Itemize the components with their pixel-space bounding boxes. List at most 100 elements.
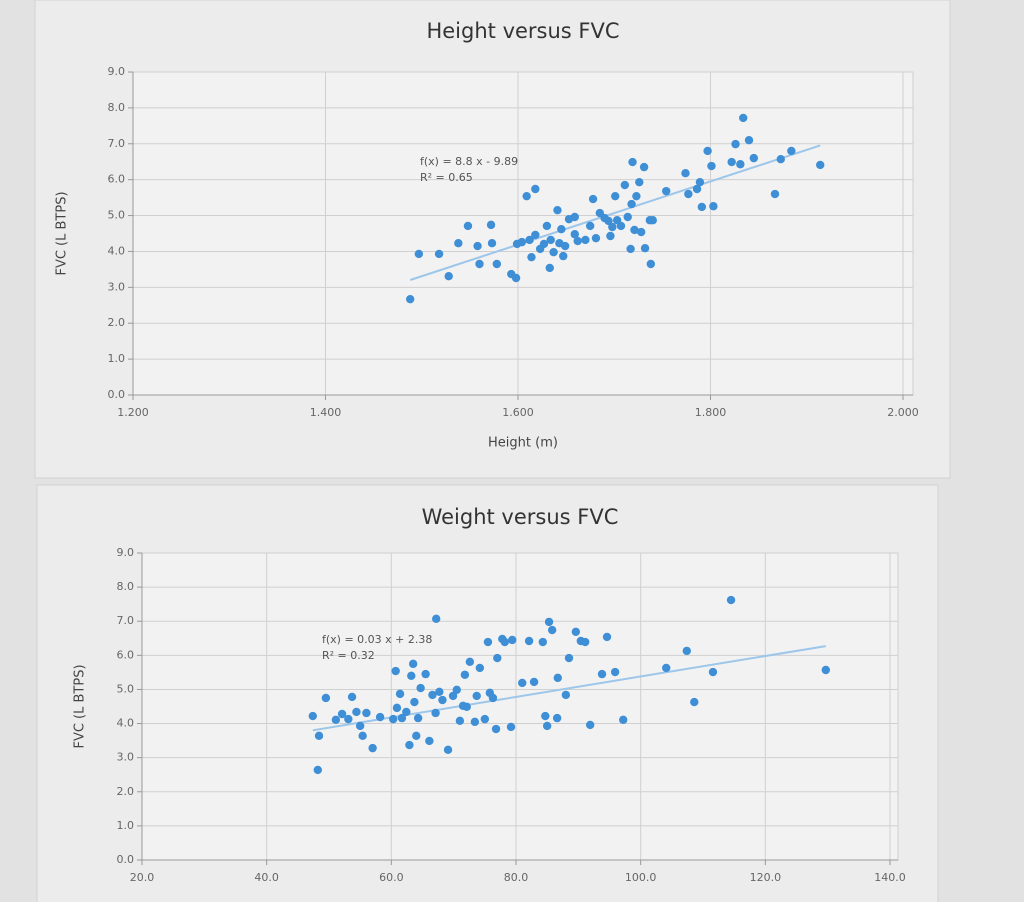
data-point bbox=[425, 736, 434, 746]
data-point bbox=[749, 153, 759, 163]
data-point bbox=[692, 184, 702, 194]
y-tick-label: 4.0 bbox=[117, 717, 135, 730]
plot-area bbox=[141, 552, 899, 861]
data-point bbox=[355, 721, 365, 731]
data-point bbox=[580, 637, 590, 647]
data-point bbox=[620, 180, 630, 190]
trendline-equation: R² = 0.32 bbox=[322, 649, 375, 662]
trendline-equation: R² = 0.65 bbox=[420, 171, 473, 184]
data-point bbox=[392, 703, 402, 713]
y-tick-label: 9.0 bbox=[117, 546, 135, 559]
data-point bbox=[585, 221, 595, 231]
data-point bbox=[428, 690, 437, 700]
data-point bbox=[608, 222, 617, 232]
y-tick-label: 0.0 bbox=[108, 388, 126, 401]
data-point bbox=[544, 617, 554, 627]
y-tick-label: 1.0 bbox=[108, 352, 126, 365]
data-point bbox=[623, 212, 632, 222]
data-point bbox=[591, 233, 601, 243]
y-tick-label: 5.0 bbox=[117, 682, 135, 695]
data-point bbox=[529, 677, 539, 687]
data-point bbox=[552, 713, 562, 723]
data-point bbox=[508, 635, 517, 645]
data-point bbox=[413, 713, 423, 723]
data-point bbox=[455, 716, 465, 726]
data-point bbox=[726, 595, 736, 605]
data-point bbox=[412, 731, 421, 741]
data-point bbox=[352, 707, 361, 717]
y-tick-label: 6.0 bbox=[117, 648, 135, 661]
data-point bbox=[682, 646, 691, 656]
data-point bbox=[362, 708, 371, 718]
y-axis-title: FVC (L BTPS) bbox=[55, 191, 70, 275]
data-point bbox=[708, 667, 718, 677]
data-point bbox=[408, 659, 418, 669]
data-point bbox=[462, 702, 471, 712]
data-point bbox=[444, 272, 453, 281]
data-point bbox=[816, 160, 825, 170]
data-point bbox=[602, 632, 612, 642]
data-point bbox=[559, 251, 568, 261]
data-point bbox=[606, 231, 615, 241]
x-tick-label: 20.0 bbox=[130, 871, 155, 884]
data-point bbox=[452, 685, 461, 694]
data-point bbox=[776, 155, 785, 164]
data-point bbox=[492, 259, 502, 269]
x-tick-label: 140.0 bbox=[874, 871, 906, 884]
data-point bbox=[648, 216, 657, 225]
data-point bbox=[681, 169, 690, 178]
data-point bbox=[697, 202, 707, 212]
data-point bbox=[416, 683, 425, 693]
data-point bbox=[321, 693, 331, 703]
data-point bbox=[727, 157, 736, 167]
data-point bbox=[739, 113, 748, 123]
data-point bbox=[597, 669, 607, 679]
data-point bbox=[695, 177, 705, 187]
data-point bbox=[570, 230, 579, 239]
data-point bbox=[491, 724, 501, 734]
y-tick-label: 4.0 bbox=[108, 244, 126, 257]
data-point bbox=[511, 273, 521, 283]
data-point bbox=[308, 711, 317, 721]
data-point bbox=[407, 671, 416, 680]
data-point bbox=[402, 707, 411, 717]
data-point bbox=[389, 714, 398, 724]
data-point bbox=[639, 162, 649, 172]
data-point bbox=[486, 220, 496, 230]
data-point bbox=[470, 717, 480, 727]
data-point bbox=[588, 194, 598, 204]
y-tick-label: 3.0 bbox=[117, 751, 135, 764]
data-point bbox=[443, 745, 453, 755]
data-point bbox=[539, 239, 549, 249]
data-point bbox=[517, 237, 527, 247]
chart-title: Weight versus FVC bbox=[422, 505, 619, 529]
y-tick-label: 9.0 bbox=[108, 65, 126, 78]
data-point bbox=[480, 714, 490, 724]
data-point bbox=[314, 731, 324, 741]
data-point bbox=[483, 637, 493, 647]
data-point bbox=[524, 636, 534, 646]
data-point bbox=[542, 221, 552, 231]
data-point bbox=[395, 689, 405, 699]
data-point bbox=[460, 670, 470, 679]
data-point bbox=[821, 665, 830, 675]
data-point bbox=[527, 252, 536, 262]
y-axis-title: FVC (L BTPS) bbox=[73, 664, 88, 748]
data-point bbox=[571, 627, 581, 636]
data-point bbox=[646, 259, 656, 269]
data-point bbox=[368, 743, 377, 753]
data-point bbox=[475, 663, 485, 673]
trendline-equation: f(x) = 0.03 x + 2.38 bbox=[322, 633, 432, 646]
trendline-equation: f(x) = 8.8 x - 9.89 bbox=[420, 155, 518, 168]
data-point bbox=[564, 653, 574, 663]
data-point bbox=[573, 236, 582, 246]
data-point bbox=[640, 244, 650, 253]
data-point bbox=[707, 161, 716, 171]
data-point bbox=[585, 720, 595, 730]
y-tick-label: 0.0 bbox=[117, 853, 135, 866]
y-tick-label: 2.0 bbox=[108, 316, 126, 329]
data-point bbox=[410, 697, 419, 707]
data-point bbox=[570, 212, 579, 222]
